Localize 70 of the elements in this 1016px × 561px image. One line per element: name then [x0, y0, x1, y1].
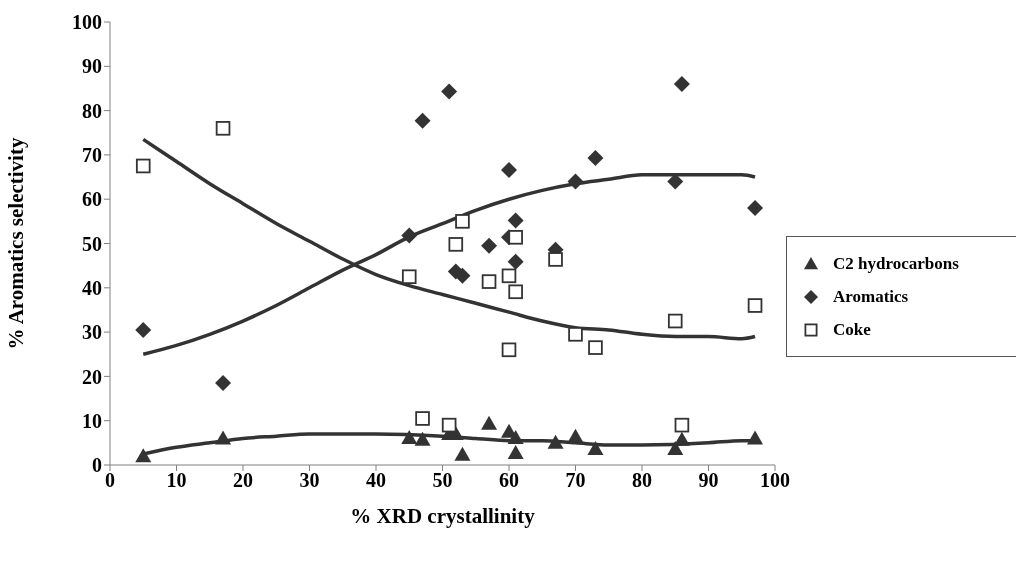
x-tick-label: 50 — [432, 469, 453, 492]
point — [567, 173, 584, 190]
point — [547, 434, 564, 449]
y-tick-label: 0 — [92, 454, 102, 477]
y-tick-label: 30 — [82, 321, 102, 344]
point — [501, 161, 517, 178]
point — [135, 448, 152, 463]
point — [747, 298, 763, 313]
point — [481, 274, 497, 289]
legend-label: C2 hydrocarbons — [833, 253, 959, 274]
point — [568, 327, 583, 342]
point — [507, 212, 524, 229]
legend-label: Aromatics — [833, 286, 909, 307]
point — [567, 428, 584, 443]
y-tick-label: 10 — [82, 409, 102, 432]
y-tick-label: 20 — [82, 365, 102, 388]
point — [401, 269, 417, 285]
point — [667, 441, 684, 456]
x-tick-label: 70 — [565, 469, 586, 492]
point — [414, 112, 431, 129]
point — [135, 158, 151, 174]
point — [414, 431, 431, 446]
y-tick-label: 50 — [82, 232, 102, 255]
point — [548, 252, 563, 267]
point — [481, 415, 498, 430]
y-tick-label: 90 — [82, 55, 102, 78]
point — [441, 417, 457, 433]
point — [507, 429, 524, 444]
y-tick-label: 40 — [82, 276, 102, 299]
point — [415, 411, 430, 426]
x-axis-title: % XRD crystallinity — [350, 504, 536, 528]
y-tick-label: 60 — [82, 188, 102, 211]
point — [448, 237, 464, 252]
point — [215, 121, 231, 136]
point — [135, 321, 152, 338]
point — [674, 417, 690, 433]
x-tick-label: 10 — [166, 469, 187, 492]
point — [455, 214, 470, 229]
point — [747, 430, 764, 445]
y-tick-label: 100 — [72, 11, 102, 34]
point — [401, 429, 418, 444]
point — [508, 284, 523, 300]
point — [215, 375, 232, 392]
x-tick-label: 90 — [698, 469, 719, 492]
point — [481, 237, 498, 254]
x-tick-label: 20 — [233, 469, 253, 492]
point — [667, 313, 683, 329]
legend-label: Coke — [833, 319, 871, 340]
point — [501, 268, 517, 284]
x-tick-label: 40 — [366, 469, 386, 492]
point — [587, 441, 604, 456]
x-tick-label: 60 — [499, 469, 519, 492]
point — [215, 430, 232, 445]
x-tick-label: 30 — [299, 469, 320, 492]
point — [441, 83, 458, 100]
point — [508, 230, 523, 245]
point — [588, 340, 603, 355]
y-tick-label: 80 — [82, 99, 102, 122]
point — [454, 446, 471, 461]
y-axis-title: % Aromatics selectivity — [4, 137, 29, 350]
point — [673, 76, 690, 93]
point — [507, 253, 524, 270]
point — [587, 150, 604, 166]
point — [501, 342, 517, 358]
x-tick-label: 100 — [760, 469, 790, 492]
point — [401, 227, 418, 244]
y-tick-label: 70 — [82, 144, 102, 166]
point — [747, 200, 764, 217]
point — [507, 445, 524, 460]
x-tick-label: 80 — [632, 469, 652, 492]
